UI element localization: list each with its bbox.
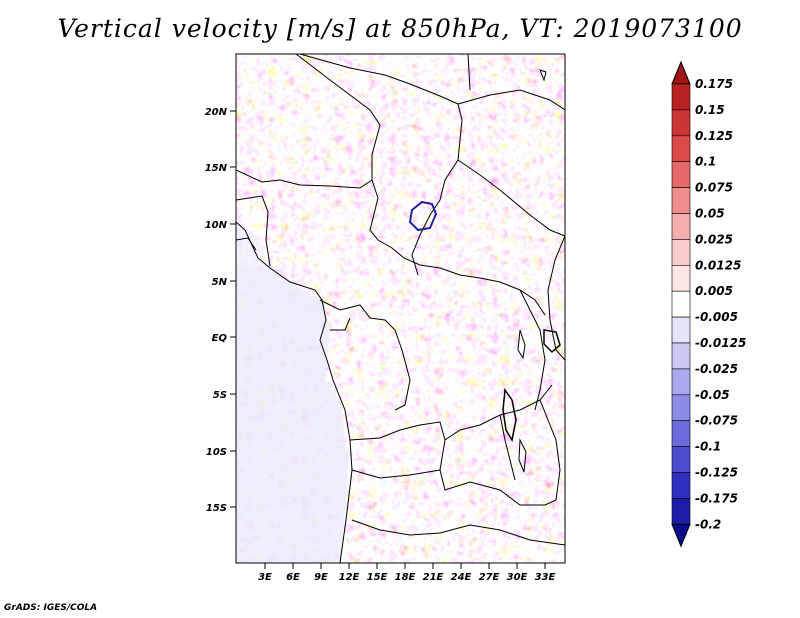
map-panel [235, 53, 566, 564]
colorbar-swatch [671, 342, 691, 370]
map-title: Vertical velocity [m/s] at 850hPa, VT: 2… [57, 14, 743, 43]
colorbar-extend-min [671, 523, 691, 548]
colorbar-swatch [671, 368, 691, 396]
lat-label: 10S [206, 447, 227, 458]
lat-label: 15S [206, 503, 227, 514]
colorbar-level-label: 0.025 [695, 232, 733, 246]
colorbar-level-label: -0.175 [695, 491, 738, 505]
lat-label: EQ [212, 333, 228, 344]
country-borders [236, 54, 565, 563]
colorbar-level-label: 0.05 [695, 207, 725, 221]
colorbar-level-label: -0.005 [695, 310, 738, 324]
lon-label: 15E [367, 572, 388, 583]
colorbar-swatch [671, 264, 691, 292]
colorbar-swatch [671, 394, 691, 421]
lat-label: 10N [205, 220, 228, 231]
colorbar-level-label: -0.025 [695, 362, 738, 376]
colorbar-level-label: -0.125 [695, 466, 738, 480]
lat-label: 20N [205, 107, 228, 118]
lon-label: 27E [479, 572, 500, 583]
colorbar-level-label: 0.175 [695, 77, 733, 91]
colorbar-level-label: -0.1 [695, 440, 721, 454]
longitude-axis: 3E 6E 9E 12E 15E 18E 21E 24E 27E 30E 33E [258, 563, 556, 583]
lon-label: 6E [286, 572, 300, 583]
colorbar-level-label: 0.15 [695, 103, 725, 117]
colorbar-extend-max [671, 60, 691, 85]
colorbar-swatch [671, 161, 691, 188]
lon-label: 30E [507, 572, 528, 583]
colorbar-swatch [671, 213, 691, 240]
colorbar-level-label: 0.125 [695, 129, 733, 143]
lon-label: 9E [314, 572, 328, 583]
colorbar-swatch [671, 316, 691, 344]
lon-label: 12E [339, 572, 360, 583]
colorbar-swatch [671, 446, 691, 473]
lat-label: 5N [212, 277, 228, 288]
latitude-axis: 20N 15N 10N 5N EQ 5S 10S 15S [205, 107, 236, 514]
colorbar-level-label: 0.0125 [695, 258, 741, 272]
colorbar-level-label: -0.075 [695, 414, 738, 428]
colorbar: 0.175 0.15 0.125 0.1 0.075 0.05 0.025 0.0125 0.0… [671, 60, 746, 548]
colorbar-swatch [671, 290, 691, 318]
lat-label: 15N [205, 163, 228, 174]
colorbar-swatch [671, 239, 691, 266]
lon-label: 33E [535, 572, 556, 583]
colorbar-swatch [671, 187, 691, 214]
colorbar-level-label: 0.075 [695, 181, 733, 195]
colorbar-swatch [671, 83, 691, 111]
lat-label: 5S [213, 390, 227, 401]
colorbar-swatch [671, 109, 691, 137]
lon-label: 21E [423, 572, 444, 583]
colorbar-swatch [671, 420, 691, 447]
lon-label: 24E [451, 572, 472, 583]
colorbar-swatch [671, 472, 691, 499]
grads-credit: GrADS: IGES/COLA [4, 603, 98, 613]
lon-label: 3E [258, 572, 272, 583]
colorbar-swatch [671, 498, 691, 525]
colorbar-level-label: 0.1 [695, 155, 716, 169]
gulf-area [236, 220, 325, 340]
colorbar-level-label: 0.005 [695, 284, 733, 298]
lon-label: 18E [395, 572, 416, 583]
colorbar-level-label: -0.05 [695, 388, 730, 402]
colorbar-swatch [671, 135, 691, 163]
colorbar-level-label: -0.2 [695, 517, 721, 531]
colorbar-level-label: -0.0125 [695, 336, 746, 350]
lake-chad-contour [408, 200, 438, 232]
